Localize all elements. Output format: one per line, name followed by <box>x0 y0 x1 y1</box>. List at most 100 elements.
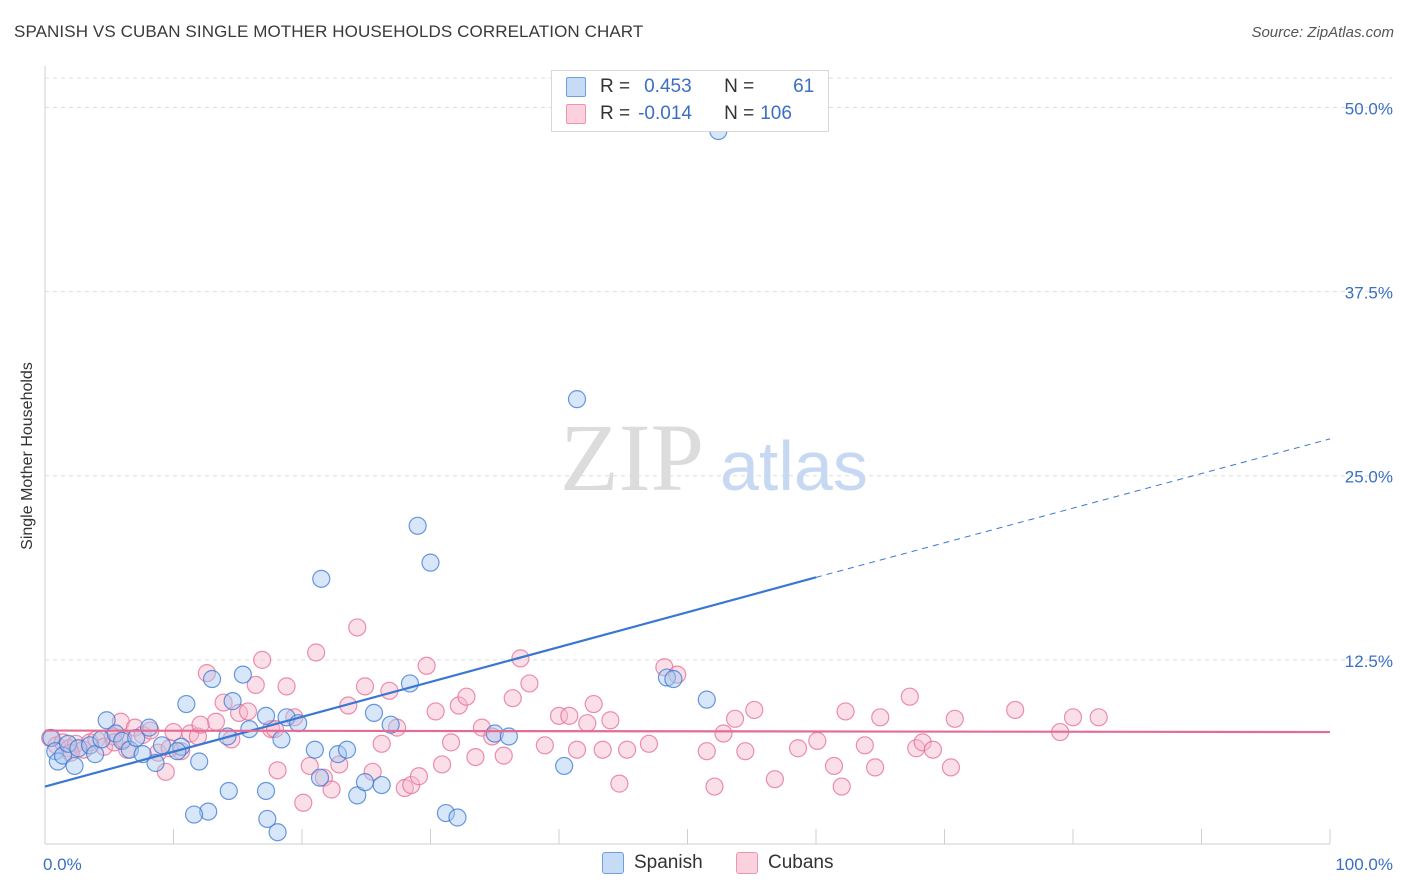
point-cubans <box>432 755 452 774</box>
point-cubans <box>268 761 287 780</box>
point-cubans <box>104 727 123 746</box>
point-cubans <box>355 677 375 696</box>
trend-extension-spanish <box>815 438 1331 578</box>
legend-n-value: 61 <box>793 76 815 97</box>
point-cubans <box>808 731 827 750</box>
y-tick-label: 12.5% <box>1345 652 1393 671</box>
point-spanish <box>139 718 159 737</box>
point-cubans <box>294 793 313 812</box>
axes <box>44 66 1331 845</box>
point-cubans <box>238 702 258 721</box>
point-cubans <box>567 740 587 759</box>
point-cubans <box>593 740 612 759</box>
point-spanish <box>381 715 400 734</box>
bottom-legend-spanish: Spanish <box>602 852 703 874</box>
point-cubans <box>584 694 603 714</box>
point-spanish <box>555 756 574 776</box>
point-cubans <box>900 687 919 706</box>
point-cubans <box>457 687 476 706</box>
point-cubans <box>322 780 341 799</box>
point-spanish <box>256 781 276 801</box>
point-cubans <box>855 736 874 755</box>
point-cubans <box>725 709 745 728</box>
point-spanish <box>152 736 172 755</box>
point-spanish <box>312 569 331 588</box>
trend-line-spanish <box>44 576 817 788</box>
point-spanish <box>80 736 100 755</box>
point-spanish <box>59 734 78 753</box>
point-cubans <box>372 734 391 753</box>
legend-n-value: 106 <box>760 103 792 124</box>
point-spanish <box>256 706 276 725</box>
point-cubans <box>520 674 539 693</box>
point-cubans <box>409 767 429 786</box>
point-spanish <box>219 781 238 801</box>
bottom-legend-cubans: Cubans <box>736 852 834 874</box>
point-spanish <box>69 739 88 758</box>
point-cubans <box>697 742 716 761</box>
point-cubans <box>417 656 436 675</box>
point-cubans <box>736 742 755 761</box>
point-spanish <box>567 390 587 409</box>
point-cubans <box>714 724 733 743</box>
point-cubans <box>466 747 485 767</box>
point-cubans <box>197 664 217 683</box>
point-spanish <box>97 711 116 730</box>
point-spanish <box>106 724 125 743</box>
point-spanish <box>190 752 209 771</box>
point-cubans <box>494 746 513 765</box>
legend-swatch-cubans <box>566 104 586 124</box>
y-tick-label: 25.0% <box>1345 468 1393 487</box>
legend-r-value: 0.453 <box>644 76 692 97</box>
legend-swatch-spanish <box>566 77 586 97</box>
watermark-atlas: atlas <box>720 427 868 505</box>
point-cubans <box>578 714 597 733</box>
legend-row-cubans: R = -0.014 N = 106 <box>566 102 800 126</box>
trend-line-cubans <box>44 729 1331 734</box>
point-spanish <box>268 823 287 842</box>
chart-source: Source: ZipAtlas.com <box>1251 24 1394 41</box>
point-spanish <box>355 773 375 792</box>
point-cubans <box>618 740 637 759</box>
point-spanish <box>272 730 291 749</box>
point-spanish <box>408 516 427 535</box>
x-tick-label: 0.0% <box>43 855 82 874</box>
bottom-legend-label-spanish: Spanish <box>634 852 703 873</box>
point-spanish <box>258 809 277 829</box>
point-spanish <box>233 665 252 684</box>
x-tick-label: 100.0% <box>1335 855 1393 874</box>
legend-r-value: -0.014 <box>638 103 692 124</box>
point-spanish <box>202 669 222 689</box>
point-spanish <box>448 808 467 827</box>
point-cubans <box>277 677 296 696</box>
y-tick-label: 37.5% <box>1345 284 1393 303</box>
point-cubans <box>871 708 890 727</box>
legend-row-spanish: R = 0.453 N = 61 <box>566 75 814 99</box>
point-cubans <box>253 650 272 669</box>
point-cubans <box>639 734 659 753</box>
point-cubans <box>229 703 249 722</box>
legend-r-label: R = <box>600 103 631 124</box>
legend-n-label: N = <box>724 76 755 97</box>
legend-r-label: R = <box>600 76 631 97</box>
point-cubans <box>503 689 522 708</box>
point-spanish <box>372 775 391 795</box>
point-cubans <box>191 715 210 734</box>
point-cubans <box>923 740 943 759</box>
bottom-legend-swatch-cubans <box>736 852 758 874</box>
point-spanish <box>664 669 683 689</box>
legend-n-label: N = <box>724 103 755 124</box>
stats-legend: R = 0.453 N = 61 R = -0.014 N = 106 <box>551 70 829 132</box>
point-spanish <box>127 728 146 748</box>
y-tick-label: 50.0% <box>1345 99 1393 118</box>
point-spanish <box>485 724 504 743</box>
point-spanish <box>337 740 357 759</box>
point-spanish <box>328 745 348 764</box>
bottom-legend-swatch-spanish <box>602 852 624 874</box>
point-cubans <box>788 739 808 758</box>
watermark-zip: ZIP <box>560 404 704 511</box>
point-spanish <box>436 803 456 823</box>
point-spanish <box>499 727 518 746</box>
point-spanish <box>177 694 196 714</box>
point-cubans <box>836 702 855 721</box>
